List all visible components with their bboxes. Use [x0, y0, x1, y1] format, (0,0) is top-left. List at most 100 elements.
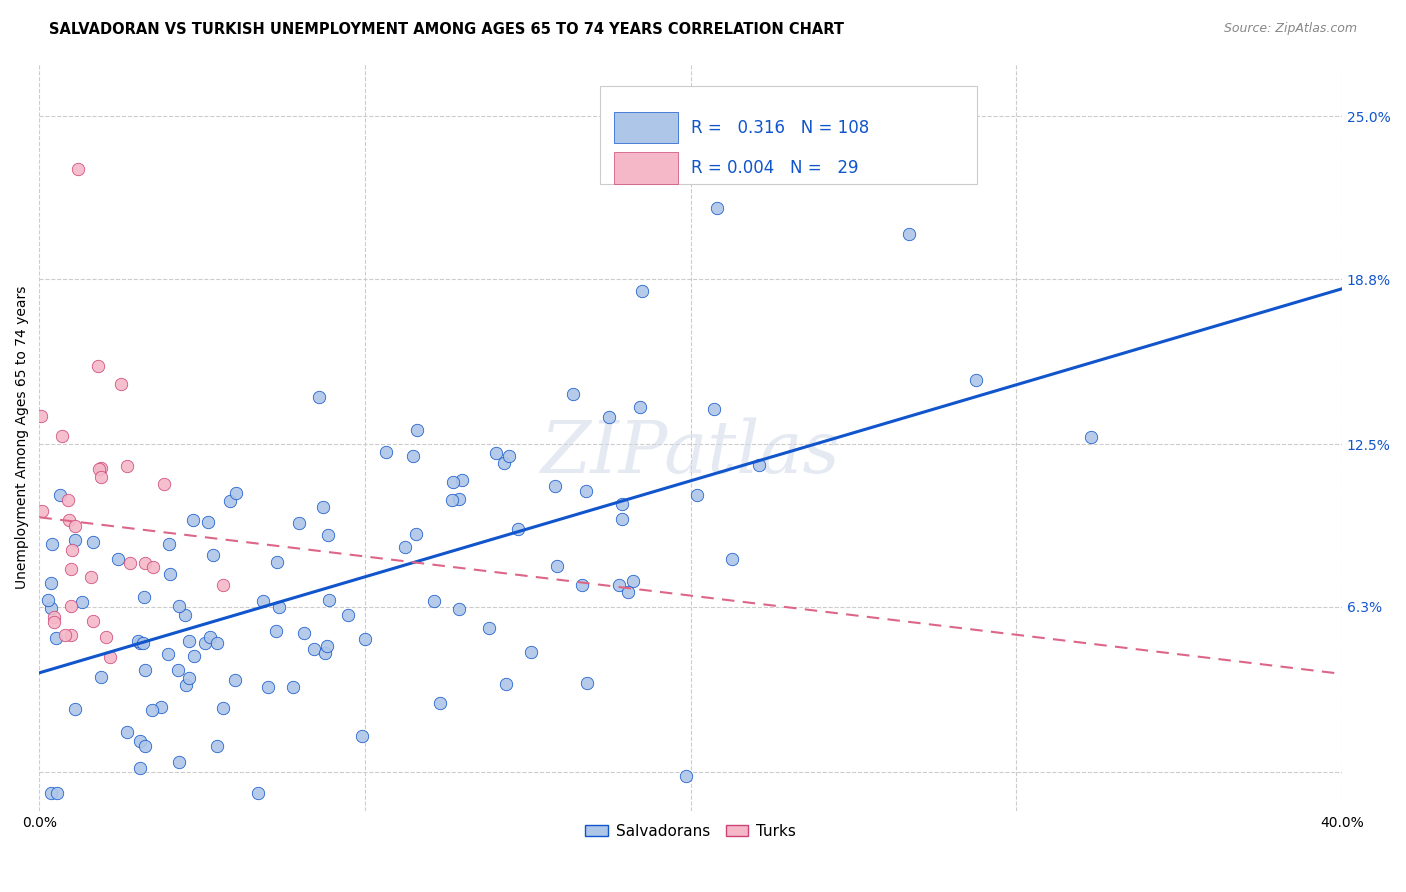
Point [506, 522, 529, 536]
Point [45, 631, 67, 645]
Point [612, 512, 634, 526]
Point [544, 478, 567, 492]
Point [449, 602, 471, 616]
Point [354, 632, 377, 646]
Point [134, 556, 156, 570]
FancyBboxPatch shape [614, 153, 679, 184]
Point [128, 761, 150, 775]
Point [128, 733, 150, 747]
FancyBboxPatch shape [614, 112, 679, 144]
Point [181, 513, 204, 527]
Point [247, 786, 270, 800]
Point [449, 492, 471, 507]
Point [609, 578, 631, 592]
Point [127, 633, 149, 648]
Point [39, 786, 62, 800]
Point [441, 475, 464, 489]
Point [575, 483, 598, 498]
Point [60, 628, 83, 642]
Point [65, 533, 87, 547]
Point [314, 646, 336, 660]
Point [89, 462, 111, 476]
Text: SALVADORAN VS TURKISH UNEMPLOYMENT AMONG AGES 65 TO 74 YEARS CORRELATION CHART: SALVADORAN VS TURKISH UNEMPLOYMENT AMONG… [49, 22, 844, 37]
Point [495, 677, 517, 691]
Point [198, 630, 221, 644]
Point [67, 161, 90, 176]
Point [167, 756, 190, 770]
Point [485, 446, 508, 460]
Point [46, 786, 69, 800]
Point [316, 528, 339, 542]
Point [478, 621, 501, 635]
Point [63, 519, 86, 533]
Point [30, 409, 52, 424]
Text: Source: ZipAtlas.com: Source: ZipAtlas.com [1223, 22, 1357, 36]
Point [70, 594, 93, 608]
Point [194, 635, 217, 649]
Point [617, 585, 640, 599]
Point [118, 556, 141, 570]
Point [60, 599, 83, 614]
Point [157, 537, 180, 551]
Point [149, 700, 172, 714]
Point [134, 739, 156, 753]
Point [598, 410, 620, 425]
Point [318, 593, 340, 607]
Point [98, 649, 121, 664]
Point [37, 592, 59, 607]
Point [65, 702, 87, 716]
Point [197, 516, 219, 530]
Point [287, 516, 309, 531]
Point [58, 513, 80, 527]
Point [675, 769, 697, 783]
Y-axis label: Unemployment Among Ages 65 to 74 years: Unemployment Among Ages 65 to 74 years [15, 286, 30, 590]
Point [311, 500, 333, 515]
Point [897, 227, 920, 242]
Point [110, 376, 132, 391]
Point [134, 663, 156, 677]
Point [94, 630, 117, 644]
Point [202, 548, 225, 562]
Point [308, 390, 330, 404]
Point [429, 697, 451, 711]
Point [281, 680, 304, 694]
Point [520, 645, 543, 659]
Point [721, 551, 744, 566]
Point [441, 492, 464, 507]
Point [48, 488, 70, 502]
Point [167, 599, 190, 614]
Point [562, 387, 585, 401]
Point [56, 492, 79, 507]
Point [174, 607, 197, 622]
Point [630, 284, 652, 298]
Point [44, 610, 66, 624]
Point [156, 647, 179, 661]
Point [292, 626, 315, 640]
FancyBboxPatch shape [599, 87, 977, 184]
Legend: Salvadorans, Turks: Salvadorans, Turks [579, 817, 801, 845]
Text: R =   0.316   N = 108: R = 0.316 N = 108 [692, 119, 870, 136]
Point [174, 678, 197, 692]
Point [128, 636, 150, 650]
Point [252, 594, 274, 608]
Point [59, 561, 82, 575]
Point [706, 201, 728, 215]
Point [31, 504, 53, 518]
Text: R = 0.004   N =   29: R = 0.004 N = 29 [692, 159, 859, 177]
Point [177, 633, 200, 648]
Point [498, 449, 520, 463]
Point [82, 614, 104, 628]
Point [266, 555, 288, 569]
Point [87, 359, 110, 373]
Point [134, 591, 156, 605]
Point [51, 429, 73, 443]
Point [153, 477, 176, 491]
Point [337, 607, 360, 622]
Point [225, 486, 247, 500]
Point [576, 675, 599, 690]
Point [402, 449, 425, 463]
Point [115, 724, 138, 739]
Point [90, 460, 112, 475]
Point [610, 497, 633, 511]
Point [53, 628, 76, 642]
